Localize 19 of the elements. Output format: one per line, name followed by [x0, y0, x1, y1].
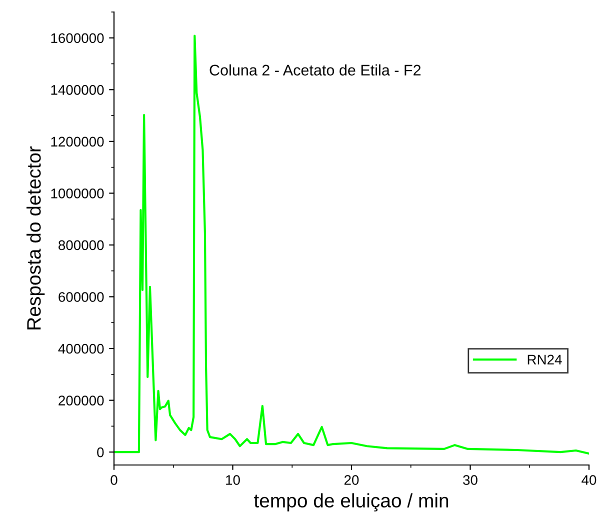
x-axis-title: tempo de eluiçao / min [254, 493, 448, 512]
y-tick-label: 1000000 [51, 188, 104, 198]
y-tick-label: 1200000 [51, 136, 104, 147]
line-series [114, 34, 589, 455]
y-tick-label: 1400000 [51, 84, 104, 95]
annotation: Coluna 2 - Acetato de Etila - F2 [210, 64, 421, 76]
x-tick-label: 30 [463, 475, 478, 485]
y-tick-label: 400000 [58, 344, 104, 354]
x-tick-label: 0 [110, 475, 118, 485]
y-tick-label: 200000 [58, 396, 104, 406]
x-tick-label: 20 [344, 475, 359, 485]
x-tick-label: 10 [226, 475, 240, 485]
legend-label: RN24 [528, 354, 562, 364]
y-axis-title: Resposta do detector [26, 146, 45, 330]
y-tick-label: 0 [97, 447, 104, 458]
x-tick-label: 40 [582, 475, 596, 485]
y-tick-label: 800000 [58, 240, 104, 250]
y-tick-label: 600000 [58, 292, 104, 302]
y-tick-label: 1600000 [51, 33, 104, 44]
